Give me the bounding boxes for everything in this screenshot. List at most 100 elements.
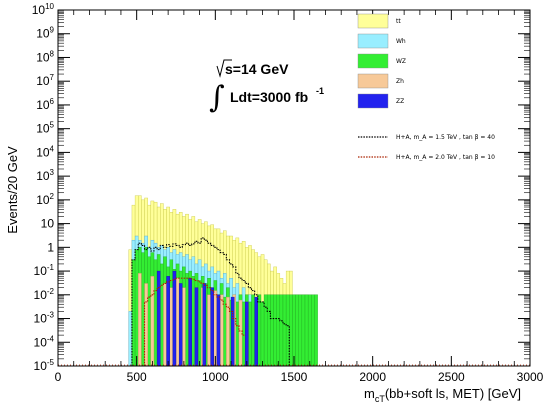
legend-item: H+A, m_A = 2.0 TeV , tan β = 10	[358, 154, 495, 161]
bar-wz	[304, 294, 309, 367]
legend: tt Wh WZ Zh ZZ H+A, m_A = 1.5 TeV , tan β = 4…	[357, 13, 495, 161]
bar-zh	[207, 294, 211, 367]
bar-wz	[191, 276, 196, 367]
bar-zz	[230, 296, 235, 367]
bar-wz	[314, 294, 318, 367]
bar-zz	[245, 301, 249, 367]
luminosity-exponent: -1	[316, 86, 324, 96]
y-tick-label: 10-2	[34, 287, 55, 302]
sqrt-sign-icon	[216, 59, 232, 78]
y-tick-label: 108	[36, 49, 54, 64]
bar-wz	[307, 294, 312, 367]
bar-zh	[138, 273, 142, 367]
bar-wz	[251, 294, 255, 367]
y-tick-label: 10-4	[34, 334, 55, 349]
signal-line-2	[143, 277, 246, 366]
bar-wz	[153, 259, 158, 367]
y-tick-label: 105	[36, 121, 54, 136]
x-axis-label: mcT(bb+soft ls, MET) [GeV]	[364, 386, 521, 404]
bar-zh	[150, 276, 155, 367]
legend-label: tt	[396, 18, 401, 25]
bar-wz	[134, 249, 139, 367]
energy-annotation: s=14 GeV ∫ Ldt=3000 fb -1	[209, 59, 324, 115]
bar-zz	[166, 276, 170, 367]
y-tick-label: 10-5	[34, 358, 55, 373]
signal-line-1	[131, 237, 293, 367]
bar-wz	[267, 294, 271, 367]
y-axis-label: Events/20 GeV	[5, 146, 20, 234]
x-tick-label: 1000	[202, 370, 229, 384]
y-tick-label: 10	[41, 217, 55, 231]
bar-wz	[311, 294, 315, 367]
bar-wz	[147, 256, 152, 367]
x-axis-label-subscript: cT	[375, 394, 386, 404]
y-tick-label: 107	[36, 73, 54, 88]
x-axis-label-main: m	[364, 386, 375, 401]
y-tick-label: 10-3	[34, 311, 55, 326]
bar-wz	[276, 294, 281, 367]
x-tick-label: 1500	[281, 370, 308, 384]
y-tick-label: 1	[47, 240, 54, 254]
legend-label: Zh	[396, 78, 404, 85]
axes-layer: 0 500 1000 1500 2000 2500 3000 1010 109 108 107 106…	[32, 2, 544, 384]
bar-wz	[279, 294, 284, 367]
bar-zz	[216, 294, 221, 367]
legend-item: ZZ	[357, 93, 404, 109]
x-tick-label: 500	[127, 370, 147, 384]
y-tick-label: 10-1	[34, 263, 55, 278]
y-tick-label: 106	[36, 97, 54, 112]
bar-wz	[260, 301, 265, 367]
bar-zh	[163, 283, 167, 367]
bar-zh	[219, 294, 224, 367]
y-tick-label: 102	[36, 192, 54, 207]
legend-label: H+A, m_A = 2.0 TeV , tan β = 10	[396, 154, 495, 161]
legend-item: Zh	[357, 73, 404, 89]
x-tick-label: 2000	[359, 370, 386, 384]
y-tick-label: 104	[36, 144, 54, 159]
bar-zz	[202, 283, 207, 367]
luminosity-text: Ldt=3000 fb	[230, 89, 308, 105]
bar-wz	[235, 301, 240, 367]
legend-label: ZZ	[396, 98, 404, 105]
bar-wz	[270, 294, 274, 367]
bar-zh	[175, 278, 180, 367]
legend-swatch	[357, 93, 389, 109]
x-axis-label-rest: (bb+soft ls, MET) [GeV]	[385, 386, 521, 401]
bar-wz	[160, 263, 164, 367]
integral-sign-icon: ∫	[209, 80, 225, 115]
legend-item: WZ	[357, 53, 406, 69]
bar-zz	[210, 287, 214, 367]
bar-wz	[185, 273, 189, 367]
legend-swatch	[357, 13, 389, 29]
legend-label: Wh	[396, 38, 406, 45]
bar-wz	[282, 294, 287, 367]
bar-zh	[213, 290, 218, 367]
bar-zz	[156, 270, 161, 367]
legend-item: tt	[357, 13, 401, 29]
energy-text: s=14 GeV	[225, 61, 289, 77]
bar-zz	[188, 278, 192, 367]
x-tick-label: 2500	[438, 370, 465, 384]
legend-item: H+A, m_A = 1.5 TeV , tan β = 40	[358, 134, 495, 141]
x-tick-label: 0	[55, 370, 62, 384]
bar-wz	[263, 294, 268, 367]
bar-zz	[254, 296, 259, 367]
bar-zh	[182, 287, 186, 367]
bar-wz	[222, 296, 227, 367]
bar-wz	[298, 294, 303, 367]
bar-zz	[172, 270, 177, 367]
bar-zh	[169, 287, 174, 367]
bar-wz	[197, 280, 202, 367]
bar-wz	[273, 294, 277, 367]
bar-zh	[238, 299, 243, 367]
legend-item: Wh	[357, 33, 406, 49]
series-zz	[156, 270, 259, 367]
x-tick-label: 3000	[517, 370, 544, 384]
bar-wz	[248, 301, 252, 367]
y-tick-label: 103	[36, 168, 54, 183]
legend-swatch	[357, 73, 389, 89]
bar-wz	[292, 294, 296, 367]
bar-wz	[295, 294, 299, 367]
histogram-layer	[128, 195, 318, 367]
